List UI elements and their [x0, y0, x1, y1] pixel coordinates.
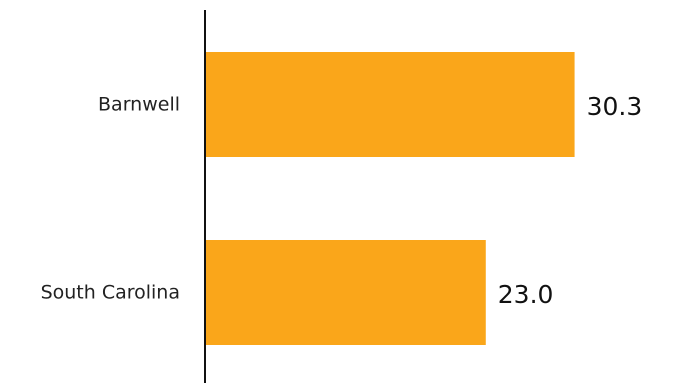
value-label-south-carolina: 23.0 [498, 280, 554, 309]
bar-south-carolina [206, 240, 486, 345]
bars-layer [206, 52, 575, 345]
category-label-barnwell: Barnwell [98, 94, 180, 116]
category-label-south-carolina: South Carolina [41, 282, 180, 304]
value-label-barnwell: 30.3 [587, 92, 643, 121]
bar-barnwell [206, 52, 575, 157]
labels-layer: Barnwell 30.3 South Carolina 23.0 [41, 92, 643, 309]
